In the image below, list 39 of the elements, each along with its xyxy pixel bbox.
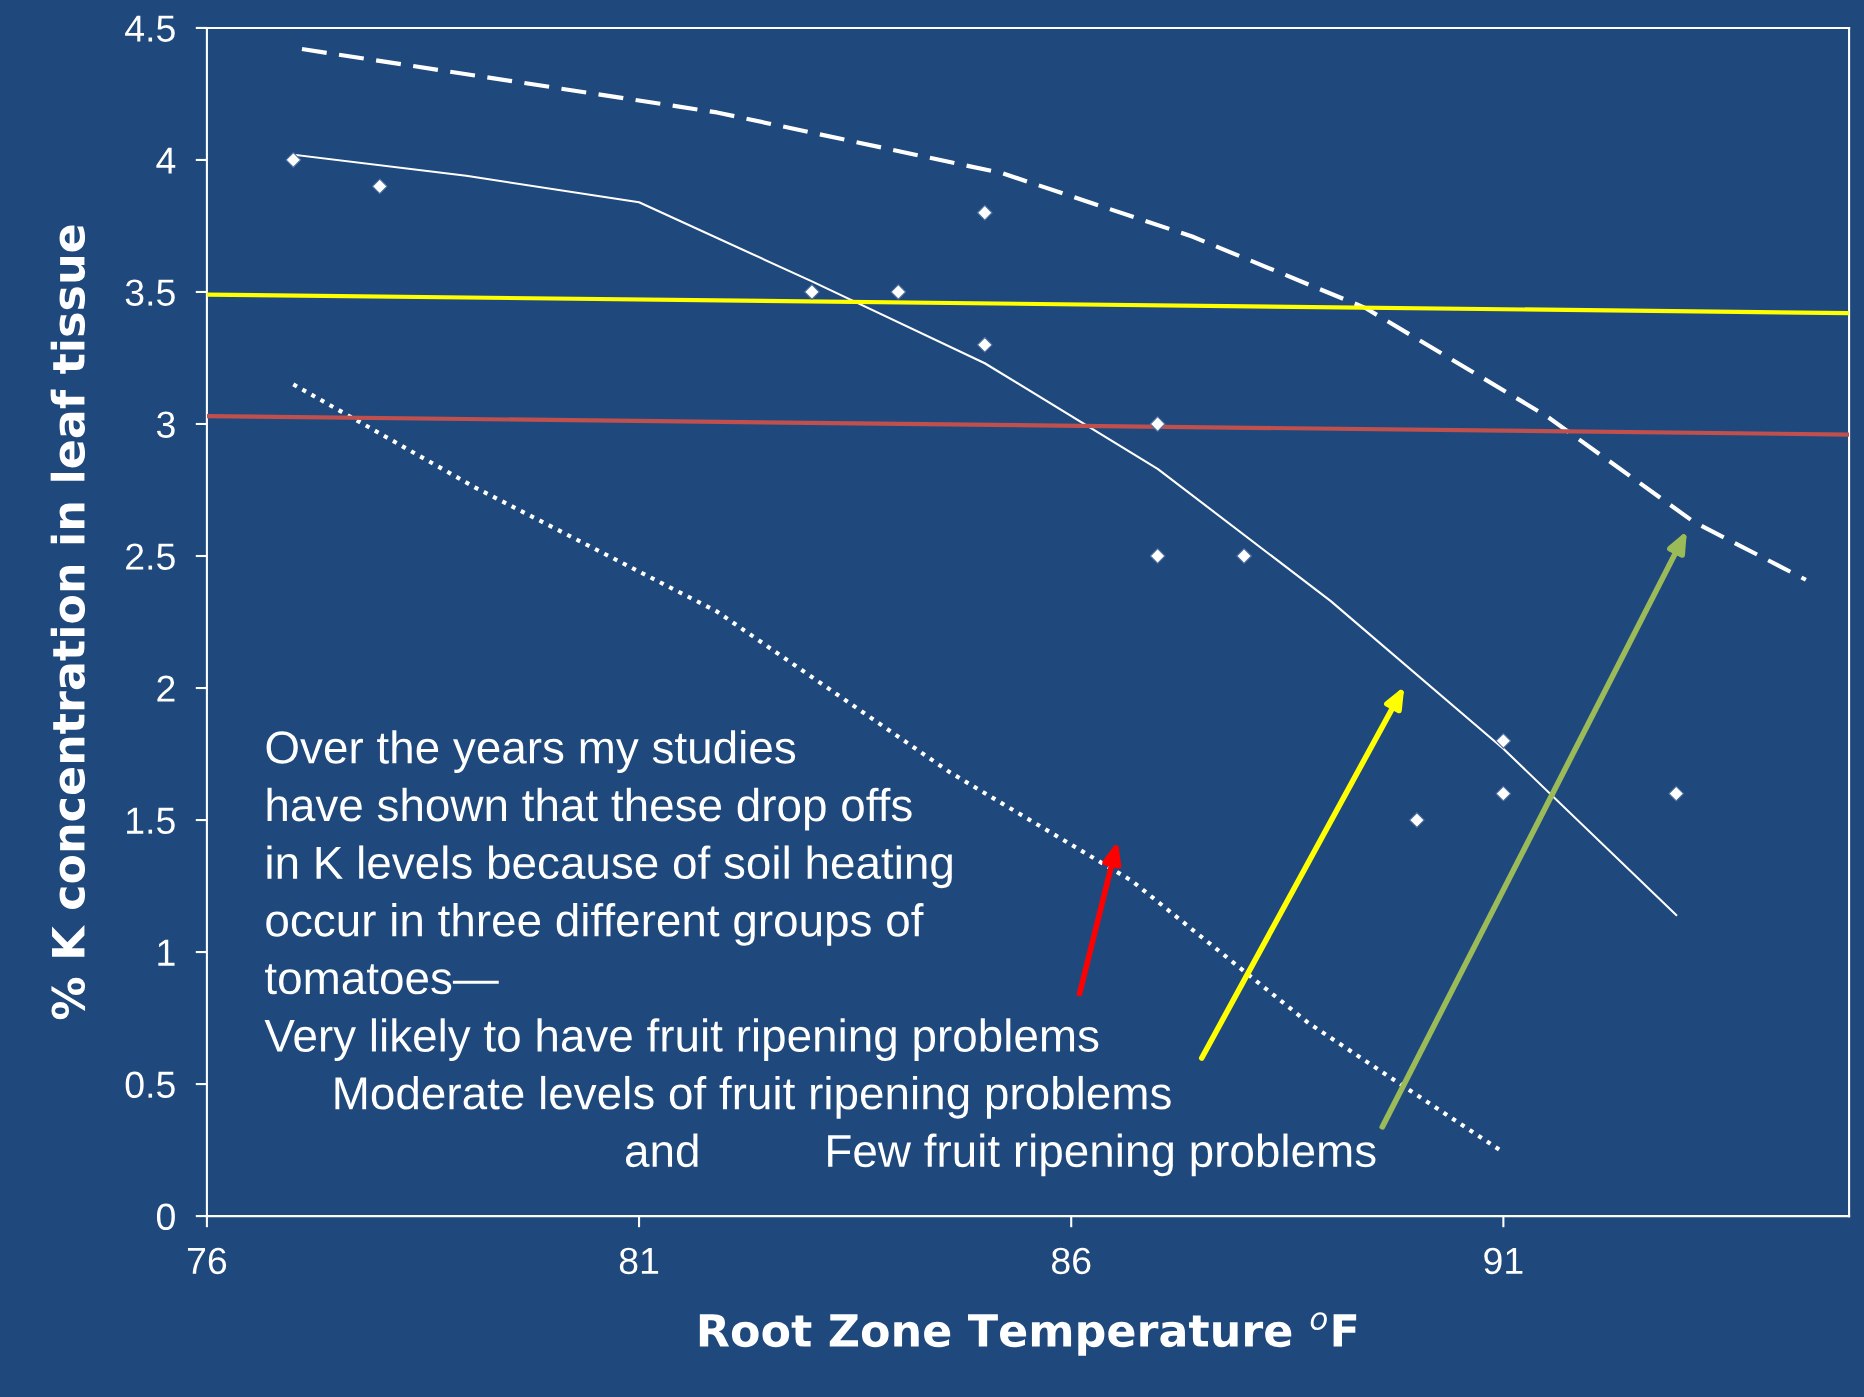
point: [1236, 548, 1252, 564]
y-tick-label: 0.5: [125, 1071, 175, 1099]
annotation: and: [625, 1133, 698, 1168]
y-tick-label: 4.5: [125, 15, 175, 42]
point: [371, 178, 388, 195]
x-axis-title: Root Zone Temperature $^{o}$F: [699, 1312, 1357, 1356]
y-tick-label: 3.5: [125, 279, 175, 306]
point: [976, 204, 993, 221]
line-series: [299, 46, 1808, 582]
point: [890, 284, 907, 300]
point: [804, 284, 820, 300]
y-tick-label: 1.5: [127, 807, 175, 834]
point: [285, 152, 302, 168]
y-tick-label: 4: [156, 147, 176, 174]
point: [1495, 785, 1512, 802]
annotation: in K levels because of soil heating: [267, 845, 952, 889]
point: [1668, 785, 1685, 802]
point: [1495, 732, 1512, 749]
y-tick-label: 2: [157, 675, 175, 702]
x-tick-label: 86: [1051, 1247, 1091, 1275]
y-axis-title: % K concentration in leaf tissue: [50, 225, 86, 1020]
y-tick-label: 3: [156, 411, 175, 438]
annotation: occur in three different groups of: [266, 903, 924, 946]
point: [976, 336, 993, 353]
point: [1149, 416, 1166, 432]
annotation: have shown that these drop offs: [267, 787, 912, 831]
annotation: Over the years my studies: [266, 730, 796, 773]
x-tick-label: 76: [187, 1247, 227, 1275]
y-tick-label: 0: [156, 1203, 175, 1231]
point: [1149, 548, 1166, 564]
y-tick-label: 1: [158, 939, 175, 966]
x-tick-label: 91: [1484, 1247, 1523, 1275]
y-tick-label: 2.5: [126, 543, 175, 570]
point: [1409, 812, 1425, 828]
annotation: Few fruit ripening problems: [828, 1133, 1376, 1177]
annotation: tomatoes—: [265, 964, 499, 995]
annotation: Very likely to have fruit ripening problems: [264, 1018, 1099, 1062]
annotation: Moderate levels of fruit ripening problems: [335, 1075, 1171, 1119]
x-tick-label: 81: [619, 1247, 659, 1275]
